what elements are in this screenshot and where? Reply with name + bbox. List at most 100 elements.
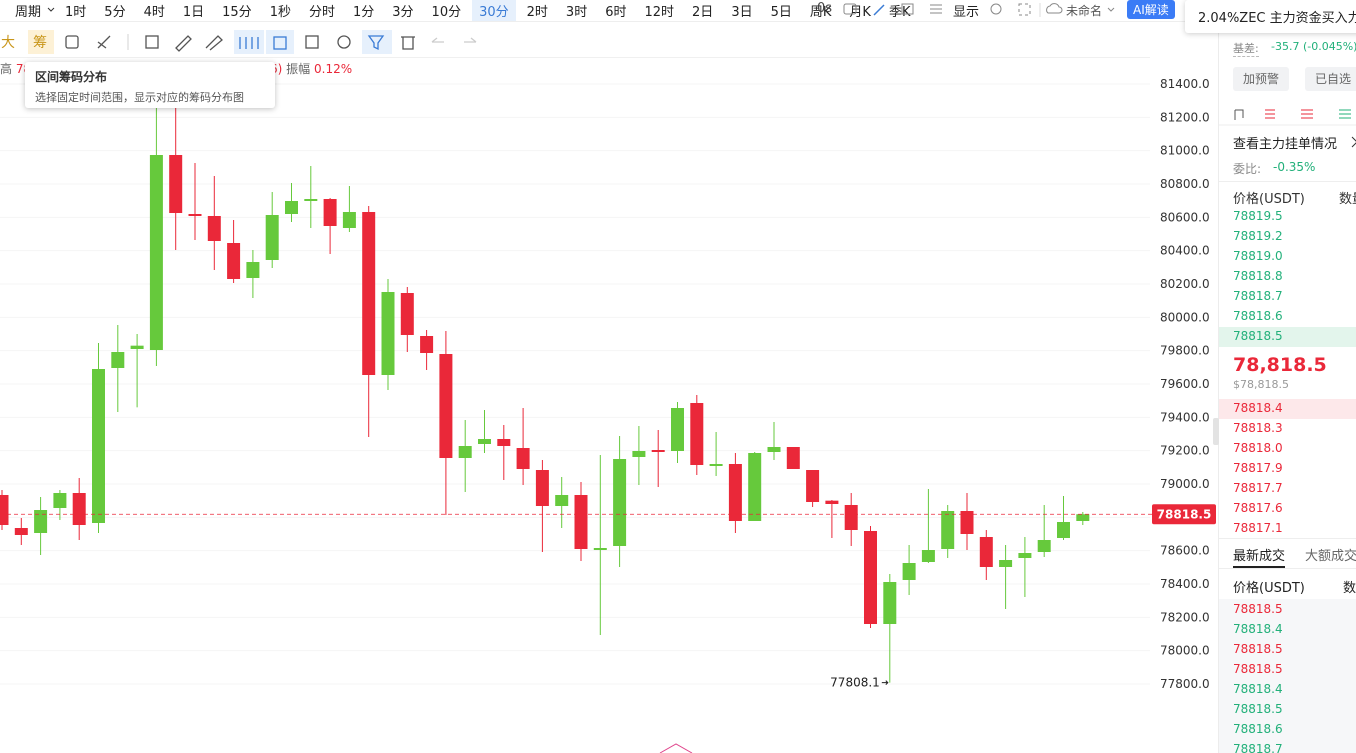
icon[interactable]: [1018, 3, 1031, 16]
icon[interactable]: [273, 36, 287, 50]
icon[interactable]: [205, 35, 223, 51]
icon[interactable]: [305, 35, 319, 49]
icon[interactable]: [1265, 109, 1275, 119]
candle-body: [1076, 514, 1090, 521]
candle-body: [439, 354, 453, 458]
chevron: [1351, 136, 1356, 148]
interval-button[interactable]: 3时: [565, 4, 588, 20]
interval-button[interactable]: 1分: [352, 4, 375, 20]
icon[interactable]: [843, 3, 857, 15]
candle-body: [979, 537, 993, 567]
bid-price: 78818.0: [1233, 441, 1283, 455]
ask-price: 78818.7: [1233, 289, 1283, 303]
ai-button[interactable]: AI解读: [1127, 0, 1175, 19]
icon[interactable]: [873, 4, 885, 16]
interval-button[interactable]: 季K: [888, 4, 911, 20]
high-label: 高: [0, 62, 13, 76]
trades-header: 价格(USDT): [1233, 581, 1305, 596]
icon[interactable]: [145, 35, 159, 49]
interval-button[interactable]: 2时: [526, 4, 548, 20]
trade-tab[interactable]: 大额成交: [1305, 549, 1356, 564]
interval-button[interactable]: 2日: [692, 4, 714, 20]
big-tool[interactable]: 大: [1, 35, 15, 51]
amplitude-label: 振幅: [286, 62, 311, 76]
candle-body: [1018, 553, 1032, 558]
icon[interactable]: [1234, 109, 1244, 120]
interval-button[interactable]: 3日: [731, 4, 753, 20]
timer[interactable]: 0s: [817, 1, 833, 16]
candle-body: [748, 453, 762, 521]
right-panel: 基差: -35.7 (-0.045%) 加预警 已自选 查看主力挂单情况 委比: -0.35…: [1218, 0, 1356, 753]
icon[interactable]: [97, 35, 111, 49]
interval-button[interactable]: 6时: [605, 4, 627, 20]
interval-button[interactable]: 1时: [65, 4, 87, 20]
interval-button[interactable]: 5日: [770, 4, 792, 20]
candle-body: [535, 470, 549, 506]
candle-body: [92, 369, 105, 523]
y-tick-label: 80400.0: [1160, 244, 1210, 258]
current-price: 78,818.5: [1233, 354, 1327, 376]
interval-button[interactable]: 10分: [431, 4, 462, 20]
icon[interactable]: [901, 3, 914, 15]
icon[interactable]: [930, 4, 942, 14]
candle-body: [709, 464, 723, 466]
interval-button[interactable]: 15分: [222, 4, 252, 20]
icon[interactable]: [990, 3, 1002, 15]
interval-button[interactable]: 1秒: [269, 4, 291, 20]
interval-button[interactable]: 30分: [472, 0, 516, 21]
order-link[interactable]: 查看主力挂单情况: [1233, 137, 1338, 152]
link-arrow[interactable]: [1351, 136, 1356, 148]
candle-body: [497, 439, 511, 446]
y-tick-label: 79400.0: [1160, 410, 1210, 424]
interval-button[interactable]: 分时: [308, 4, 335, 20]
icon[interactable]: [239, 37, 259, 49]
interval-button[interactable]: 5分: [104, 4, 126, 20]
book-header: 数量: [1339, 192, 1356, 207]
period-dropdown[interactable]: 周期: [15, 4, 42, 20]
interval-button[interactable]: 1日: [182, 4, 205, 20]
candle-body: [227, 243, 241, 279]
trade-tab[interactable]: 最新成交: [1233, 549, 1286, 564]
resize-handle[interactable]: [1213, 418, 1219, 445]
candle-body: [728, 464, 742, 521]
icon[interactable]: [367, 35, 385, 51]
notice-text[interactable]: 2.04%ZEC 主力资金买入力: [1198, 11, 1356, 26]
interval-button[interactable]: 月K: [849, 4, 871, 20]
icon[interactable]: [175, 35, 192, 52]
y-tick-label: 80200.0: [1160, 277, 1210, 291]
icon[interactable]: [1301, 109, 1313, 119]
candle-body: [0, 495, 9, 525]
y-tick-label: 79800.0: [1160, 344, 1210, 358]
interval-button[interactable]: 12时: [644, 4, 675, 20]
action-button[interactable]: 已自选: [1305, 67, 1356, 91]
trade-price: 78818.5: [1233, 662, 1283, 676]
display-menu[interactable]: 显示: [953, 5, 980, 20]
icon[interactable]: [337, 35, 351, 49]
y-tick-label: 78600.0: [1160, 544, 1210, 558]
candle-body: [651, 450, 665, 452]
panel-icons: [1219, 109, 1356, 126]
ask-price: 78819.2: [1233, 229, 1283, 243]
chips-tool[interactable]: 筹: [33, 35, 47, 51]
icon[interactable]: [1339, 109, 1351, 119]
bid-price: 78817.6: [1233, 501, 1283, 515]
action-button[interactable]: 加预警: [1233, 67, 1289, 91]
candle-body: [921, 550, 935, 562]
candle-body: [458, 446, 472, 458]
candle-body: [246, 262, 260, 278]
interval-button[interactable]: 3分: [392, 4, 414, 20]
y-tick-label: 77800.0: [1160, 677, 1210, 691]
icon[interactable]: [65, 35, 79, 49]
interval-button[interactable]: 4时: [143, 4, 165, 20]
candle-body: [362, 212, 376, 375]
trade-price: 78818.4: [1233, 682, 1283, 696]
amplitude-value: 0.12%: [314, 62, 353, 76]
icon[interactable]: [401, 36, 415, 50]
notice-banner[interactable]: 2.04%ZEC 主力资金买入力: [1185, 0, 1356, 33]
ratio-label: 委比:: [1233, 162, 1262, 176]
layout-name[interactable]: 未命名: [1066, 4, 1103, 18]
candle-body: [381, 292, 395, 375]
y-tick-label: 81400.0: [1160, 77, 1210, 91]
trade-price: 78818.7: [1233, 742, 1283, 753]
interval-button[interactable]: 周K: [809, 4, 832, 20]
